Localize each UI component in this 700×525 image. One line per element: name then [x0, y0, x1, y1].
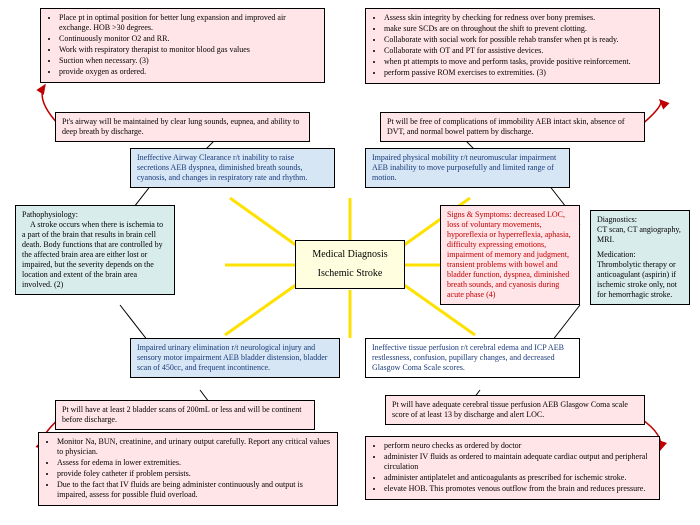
med-body: Thrombolytic therapy or anticoagulant (a… [597, 260, 683, 300]
dx-text: Impaired urinary elimination r/t neurolo… [137, 343, 327, 372]
interv-item: Continuously monitor O2 and RR. [59, 34, 318, 44]
goal-bottom-left: Pt will have at least 2 bladder scans of… [55, 400, 315, 430]
dx-text: Impaired physical mobility r/t neuromusc… [372, 153, 556, 182]
interv-item: Assess for edema in lower extremities. [57, 458, 331, 468]
center-diagnosis: Medical Diagnosis Ischemic Stroke [295, 240, 405, 289]
diag-title: Diagnostics: [597, 215, 683, 225]
diagnostics-box: Diagnostics: CT scan, CT angiography, MR… [590, 210, 690, 305]
interv-item: Suction when necessary. (3) [59, 56, 318, 66]
interventions-bottom-left: Monitor Na, BUN, creatinine, and urinary… [38, 432, 338, 506]
interv-item: Place pt in optimal position for better … [59, 13, 318, 33]
goal-text: Pt will be free of complications of immo… [387, 117, 625, 136]
interv-item: Collaborate with OT and PT for assistive… [384, 46, 653, 56]
interv-item: perform passive ROM exercises to extremi… [384, 68, 653, 78]
dx-text: Ineffective Airway Clearance r/t inabili… [137, 153, 307, 182]
interv-item: Due to the fact that IV fluids are being… [57, 480, 331, 500]
nursing-dx-bottom-left: Impaired urinary elimination r/t neurolo… [130, 338, 340, 378]
interventions-top-right: Assess skin integrity by checking for re… [365, 8, 660, 84]
patho-title: Pathophysiology: [22, 210, 168, 220]
signs-text: Signs & Symptoms: decreased LOC, loss of… [447, 210, 571, 299]
goal-text: Pt will have at least 2 bladder scans of… [62, 405, 301, 424]
goal-top-left: Pt's airway will be maintained by clear … [55, 112, 310, 142]
patho-body: A stroke occurs when there is ischemia t… [22, 220, 168, 290]
interv-item: administer IV fluids as ordered to maint… [384, 452, 653, 472]
interv-item: provide oxygen as ordered. [59, 67, 318, 77]
diag-body: CT scan, CT angiography, MRI. [597, 225, 683, 245]
interv-item: Work with respiratory therapist to monit… [59, 45, 318, 55]
interv-item: when pt attempts to move and perform tas… [384, 57, 653, 67]
interv-item: make sure SCDs are on throughout the shi… [384, 24, 653, 34]
interventions-bottom-right: perform neuro checks as ordered by docto… [365, 436, 660, 500]
interv-item: Monitor Na, BUN, creatinine, and urinary… [57, 437, 331, 457]
interv-item: administer antiplatelet and anticoagulan… [384, 473, 653, 483]
signs-symptoms-box: Signs & Symptoms: decreased LOC, loss of… [440, 205, 580, 305]
center-line2: Ischemic Stroke [306, 268, 394, 281]
nursing-dx-top-left: Ineffective Airway Clearance r/t inabili… [130, 148, 335, 188]
nursing-dx-top-right: Impaired physical mobility r/t neuromusc… [365, 148, 570, 188]
nursing-dx-bottom-right: Ineffective tissue perfusion r/t cerebra… [365, 338, 580, 378]
goal-bottom-right: Pt will have adequate cerebral tissue pe… [385, 395, 645, 425]
med-title: Medication: [597, 250, 683, 260]
goal-top-right: Pt will be free of complications of immo… [380, 112, 645, 142]
pathophysiology-box: Pathophysiology: A stroke occurs when th… [15, 205, 175, 295]
interventions-top-left: Place pt in optimal position for better … [40, 8, 325, 83]
interv-item: provide foley catheter if problem persis… [57, 469, 331, 479]
interv-item: Collaborate with social work for possibl… [384, 35, 653, 45]
goal-text: Pt will have adequate cerebral tissue pe… [392, 400, 628, 419]
goal-text: Pt's airway will be maintained by clear … [62, 117, 299, 136]
interv-item: elevate HOB. This promotes venous outflo… [384, 484, 653, 494]
center-line1: Medical Diagnosis [306, 249, 394, 262]
interv-item: Assess skin integrity by checking for re… [384, 13, 653, 23]
interv-item: perform neuro checks as ordered by docto… [384, 441, 653, 451]
dx-text: Ineffective tissue perfusion r/t cerebra… [372, 343, 564, 372]
